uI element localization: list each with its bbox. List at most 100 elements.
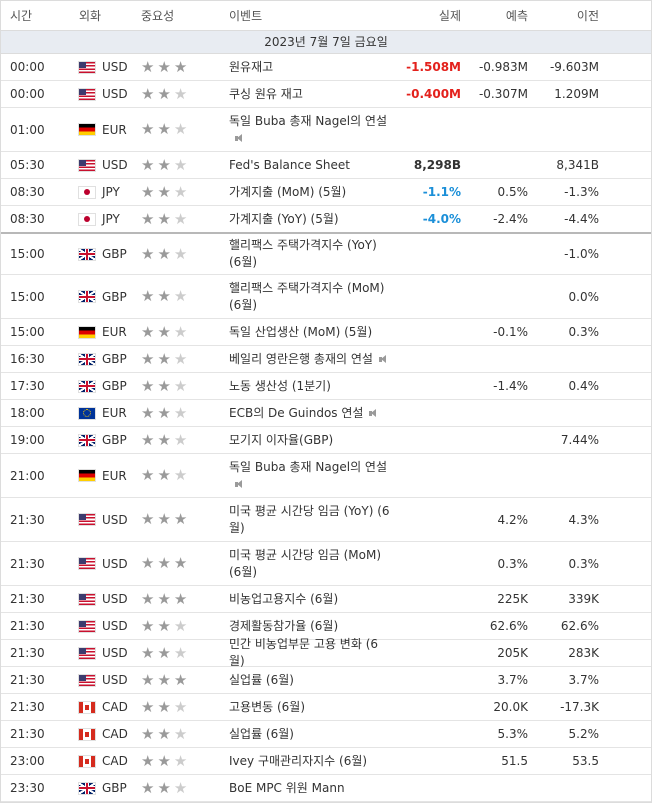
event-title[interactable]: 가계지출 (YoY) (5월) — [229, 211, 339, 226]
event-time: 21:30 — [10, 512, 45, 527]
event-row[interactable]: 08:30 JPY ★ ★ ★ 가계지출 (YoY) (5월) -4.0% -2.4% -4.4… — [1, 206, 651, 234]
event-time: 19:00 — [10, 433, 45, 447]
event-title[interactable]: 독일 Buba 총재 Nagel의 연설 — [229, 459, 388, 474]
event-title[interactable]: Ivey 구매관리자지수 (6월) — [229, 753, 368, 768]
event-title[interactable]: BoE MPC 위원 Mann — [229, 780, 345, 795]
importance-cell: ★ ★ ★ — [131, 157, 221, 173]
star-icon: ★ — [141, 510, 155, 528]
event-time: 15:00 — [10, 247, 45, 261]
us-flag-icon — [79, 88, 95, 100]
event-row[interactable]: 00:00 USD ★ ★ ★ 쿠싱 원유 재고 -0.400M -0.307M 1.209M — [1, 81, 651, 108]
importance-stars: ★ ★ ★ — [141, 403, 221, 422]
previous-value: -1.3% — [564, 185, 599, 199]
importance-stars: ★ ★ ★ — [141, 289, 221, 304]
importance-cell: ★ ★ ★ — [131, 512, 221, 527]
event-row[interactable]: 16:30 GBP ★ ★ ★ 베일리 영란은행 총재의 연설 — [1, 346, 651, 373]
event-title[interactable]: Fed's Balance Sheet — [229, 157, 350, 172]
event-row[interactable]: 21:00 EUR ★ ★ ★ 독일 Buba 총재 Nagel의 연설 — [1, 454, 651, 498]
event-row[interactable]: 21:30 USD ★ ★ ★ 비농업고용지수 (6월) 225K 339K — [1, 586, 651, 613]
event-time: 00:00 — [10, 87, 45, 101]
event-title[interactable]: ECB의 De Guindos 연설 — [229, 405, 364, 420]
event-row[interactable]: 23:30 GBP ★ ★ ★ BoE MPC 위원 Mann — [1, 775, 651, 802]
previous-value: 5.2% — [568, 727, 600, 741]
star-icon: ★ — [157, 322, 171, 341]
speaker-icon — [235, 479, 244, 489]
importance-cell: ★ ★ ★ — [131, 591, 221, 607]
ca-flag-icon — [79, 701, 95, 713]
header-forecast[interactable]: 예측 — [505, 9, 528, 23]
event-row[interactable]: 19:00 GBP ★ ★ ★ 모기지 이자율(GBP) 7.44% — [1, 427, 651, 454]
event-title[interactable]: 민간 비농업부문 고용 변화 (6월) — [229, 637, 379, 668]
event-title[interactable]: 베일리 영란은행 총재의 연설 — [229, 351, 373, 366]
forecast-value: 20.0K — [493, 700, 528, 714]
forecast-value: 0.3% — [497, 556, 529, 571]
event-row[interactable]: 00:00 USD ★ ★ ★ 원유재고 -1.508M -0.983M -9.603M — [1, 54, 651, 81]
header-actual[interactable]: 실제 — [438, 9, 461, 23]
event-time: 21:00 — [10, 468, 45, 483]
event-row[interactable]: 15:00 GBP ★ ★ ★ 핼리팩스 주택가격지수 (YoY) (6월) -1.0% — [1, 234, 651, 275]
event-time: 15:00 — [10, 289, 45, 304]
header-importance[interactable]: 중요성 — [141, 9, 175, 23]
event-row[interactable]: 21:30 USD ★ ★ ★ 실업률 (6월) 3.7% 3.7% — [1, 667, 651, 694]
currency-cell: EUR — [66, 406, 131, 420]
header-previous[interactable]: 이전 — [576, 9, 599, 23]
event-row[interactable]: 21:30 USD ★ ★ ★ 민간 비농업부문 고용 변화 (6월) 205K 283K — [1, 637, 651, 668]
event-title[interactable]: 모기지 이자율(GBP) — [229, 432, 334, 447]
event-row[interactable]: 18:00 EUR ★ ★ ★ ECB의 De Guindos 연설 — [1, 400, 651, 427]
event-row[interactable]: 23:00 CAD ★ ★ ★ Ivey 구매관리자지수 (6월) 51.5 53.5 — [1, 748, 651, 775]
event-title[interactable]: 노동 생산성 (1분기) — [229, 378, 331, 393]
event-row[interactable]: 21:30 CAD ★ ★ ★ 실업률 (6월) 5.3% 5.2% — [1, 721, 651, 748]
event-title[interactable]: 쿠싱 원유 재고 — [229, 86, 303, 101]
event-title[interactable]: 핼리팩스 주택가격지수 (MoM) (6월) — [229, 280, 385, 312]
event-cell: 쿠싱 원유 재고 — [221, 86, 396, 103]
currency-code: USD — [102, 60, 128, 74]
us-flag-icon — [79, 647, 95, 659]
star-icon: ★ — [173, 84, 188, 103]
event-row[interactable]: 21:30 USD ★ ★ ★ 경제활동참가율 (6월) 62.6% 62.6% — [1, 613, 651, 640]
forecast-value: 3.7% — [497, 673, 529, 687]
event-row[interactable]: 21:30 CAD ★ ★ ★ 고용변동 (6월) 20.0K -17.3K — [1, 694, 651, 721]
event-title[interactable]: 원유재고 — [229, 59, 274, 74]
header-event[interactable]: 이벤트 — [229, 9, 263, 23]
event-title[interactable]: 실업률 (6월) — [229, 726, 294, 741]
currency-cell: USD — [66, 619, 131, 633]
jp-flag-icon — [79, 213, 95, 225]
header-time[interactable]: 시간 — [10, 9, 33, 23]
event-title[interactable]: 고용변동 (6월) — [229, 699, 306, 714]
gb-flag-icon — [79, 353, 95, 365]
importance-cell: ★ ★ ★ — [131, 403, 221, 422]
event-title[interactable]: 경제활동참가율 (6월) — [229, 618, 339, 633]
event-title[interactable]: 비농업고용지수 (6월) — [229, 591, 339, 606]
event-row[interactable]: 05:30 USD ★ ★ ★ Fed's Balance Sheet 8,298B 8,34… — [1, 152, 651, 179]
event-title[interactable]: 독일 Buba 총재 Nagel의 연설 — [229, 113, 388, 128]
event-title[interactable]: 미국 평균 시간당 임금 (MoM) (6월) — [229, 547, 382, 579]
event-row[interactable]: 08:30 JPY ★ ★ ★ 가계지출 (MoM) (5월) -1.1% 0.5% -1.3% — [1, 179, 651, 206]
star-icon: ★ — [173, 349, 188, 368]
event-row[interactable]: 21:30 USD ★ ★ ★ 미국 평균 시간당 임금 (MoM) (6월) 0.3% 0.… — [1, 542, 651, 586]
event-row[interactable]: 21:30 USD ★ ★ ★ 미국 평균 시간당 임금 (YoY) (6월) 4.2% 4.… — [1, 498, 651, 542]
event-row[interactable]: 17:30 GBP ★ ★ ★ 노동 생산성 (1분기) -1.4% 0.4% — [1, 373, 651, 400]
event-title[interactable]: 핼리팩스 주택가격지수 (YoY) (6월) — [229, 238, 377, 269]
header-currency[interactable]: 외화 — [79, 9, 102, 23]
actual-value: -1.508M — [406, 60, 461, 74]
currency-code: JPY — [102, 212, 120, 226]
event-row[interactable]: 15:00 GBP ★ ★ ★ 핼리팩스 주택가격지수 (MoM) (6월) 0.0% — [1, 275, 651, 319]
importance-stars: ★ ★ ★ — [141, 645, 221, 661]
event-row[interactable]: 01:00 EUR ★ ★ ★ 독일 Buba 총재 Nagel의 연설 — [1, 108, 651, 152]
star-icon: ★ — [173, 403, 188, 422]
previous-value: 0.3% — [568, 325, 600, 339]
event-title[interactable]: 독일 산업생산 (MoM) (5월) — [229, 324, 373, 339]
event-time: 23:30 — [10, 781, 45, 795]
event-time: 01:00 — [10, 122, 45, 137]
previous-value: 283K — [568, 646, 599, 660]
previous-value: 339K — [568, 592, 599, 606]
event-title[interactable]: 실업률 (6월) — [229, 672, 294, 687]
event-time: 00:00 — [10, 60, 45, 74]
event-row[interactable]: 15:00 EUR ★ ★ ★ 독일 산업생산 (MoM) (5월) -0.1% 0.3% — [1, 319, 651, 346]
event-cell: BoE MPC 위원 Mann — [221, 780, 396, 797]
event-time: 08:30 — [10, 212, 45, 226]
event-rows: 00:00 USD ★ ★ ★ 원유재고 -1.508M -0.983M -9.603M 00:0… — [1, 54, 651, 802]
event-title[interactable]: 미국 평균 시간당 임금 (YoY) (6월) — [229, 503, 390, 535]
star-icon: ★ — [141, 349, 155, 368]
event-title[interactable]: 가계지출 (MoM) (5월) — [229, 184, 347, 199]
